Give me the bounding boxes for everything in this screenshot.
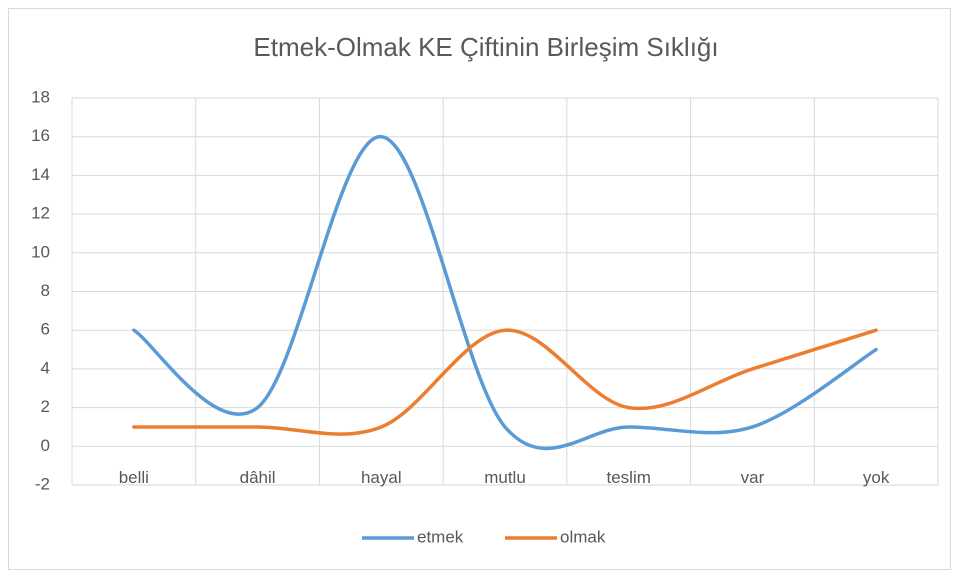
y-tick-label: 14 — [31, 165, 50, 184]
series-line — [132, 134, 878, 451]
y-tick-label: 10 — [31, 242, 50, 261]
legend-label: olmak — [560, 527, 606, 546]
y-tick-label: 18 — [31, 87, 50, 106]
y-tick-label: 16 — [31, 126, 50, 145]
y-tick-label: 2 — [41, 397, 50, 416]
y-tick-label: 4 — [41, 358, 50, 377]
y-tick-label: 12 — [31, 204, 50, 223]
legend-label: etmek — [417, 527, 464, 546]
series-line — [132, 328, 878, 436]
y-tick-label: 0 — [41, 436, 50, 455]
y-tick-label: -2 — [35, 474, 50, 493]
x-tick-label: dâhil — [240, 468, 276, 487]
x-tick-label: hayal — [361, 468, 402, 487]
chart-border — [8, 8, 951, 570]
x-tick-label: belli — [119, 468, 149, 487]
chart-title: Etmek-Olmak KE Çiftinin Birleşim Sıklığı — [253, 32, 718, 62]
y-tick-label: 6 — [41, 320, 50, 339]
x-tick-label: yok — [863, 468, 890, 487]
x-tick-label: mutlu — [484, 468, 526, 487]
y-tick-label: 8 — [41, 281, 50, 300]
x-tick-label: var — [741, 468, 765, 487]
x-tick-label: teslim — [607, 468, 651, 487]
